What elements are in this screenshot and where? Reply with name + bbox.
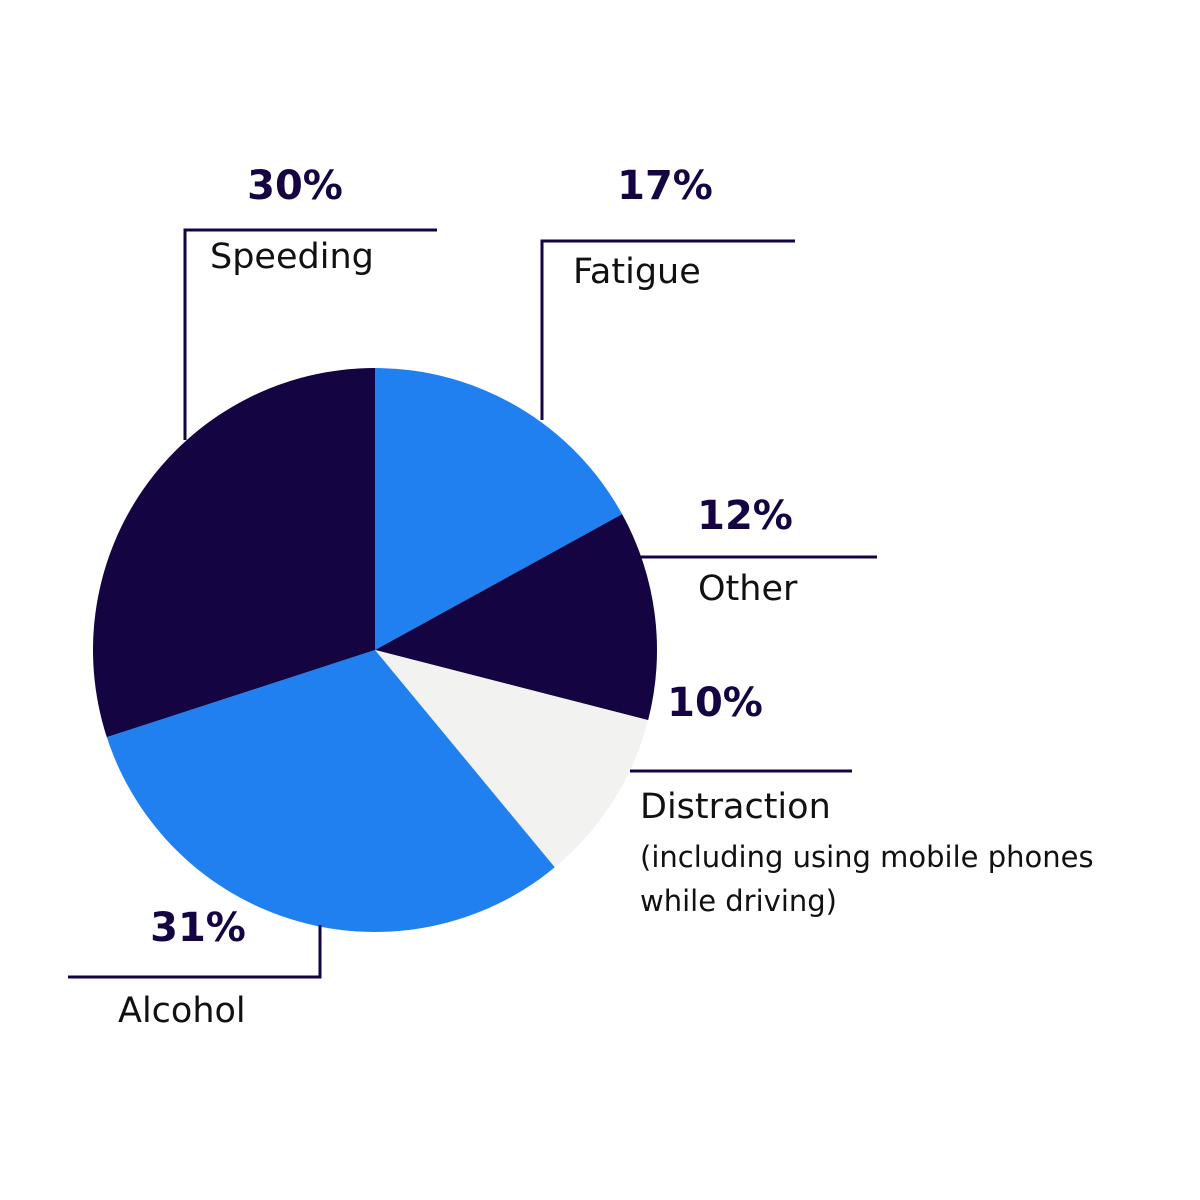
- leader-line: [68, 925, 322, 979]
- annotation: (including using mobile phones while dri…: [640, 840, 1094, 918]
- category-label: Alcohol: [118, 991, 246, 1031]
- value-label: 12%: [697, 493, 793, 539]
- value-label: 17%: [617, 163, 713, 209]
- leader-line: [183, 228, 437, 440]
- category-label: Fatigue: [573, 252, 701, 292]
- pie-slice: [375, 650, 649, 868]
- value-label: 30%: [247, 163, 343, 209]
- pie-slice: [375, 514, 657, 721]
- category-label: Other: [698, 569, 798, 609]
- annotation-text: (including using mobile phones while dri…: [640, 840, 1094, 918]
- category-label: Distraction: [640, 787, 831, 827]
- value-label: 10%: [667, 680, 763, 726]
- category-label: Speeding: [210, 237, 374, 277]
- pie-slice: [92, 368, 376, 738]
- leader-line: [540, 239, 795, 420]
- pie-slice: [375, 368, 623, 650]
- value-label: 31%: [150, 905, 246, 951]
- pie-slice: [106, 650, 555, 932]
